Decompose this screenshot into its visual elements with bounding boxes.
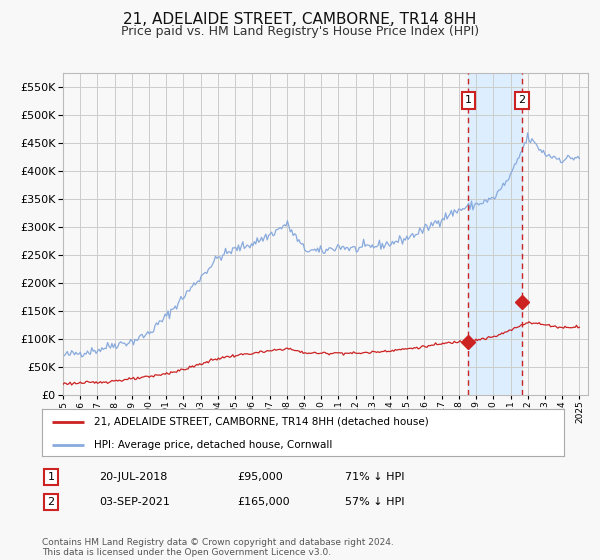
Text: £95,000: £95,000: [237, 472, 283, 482]
Text: £165,000: £165,000: [237, 497, 290, 507]
Text: HPI: Average price, detached house, Cornwall: HPI: Average price, detached house, Corn…: [94, 440, 332, 450]
Text: 57% ↓ HPI: 57% ↓ HPI: [345, 497, 404, 507]
Text: 2: 2: [47, 497, 55, 507]
Text: 20-JUL-2018: 20-JUL-2018: [99, 472, 167, 482]
Text: 2: 2: [518, 95, 526, 105]
Text: 1: 1: [47, 472, 55, 482]
Text: 21, ADELAIDE STREET, CAMBORNE, TR14 8HH: 21, ADELAIDE STREET, CAMBORNE, TR14 8HH: [124, 12, 476, 27]
Text: 03-SEP-2021: 03-SEP-2021: [99, 497, 170, 507]
Text: 21, ADELAIDE STREET, CAMBORNE, TR14 8HH (detached house): 21, ADELAIDE STREET, CAMBORNE, TR14 8HH …: [94, 417, 429, 427]
Bar: [469, 73, 522, 395]
Text: Price paid vs. HM Land Registry's House Price Index (HPI): Price paid vs. HM Land Registry's House …: [121, 25, 479, 38]
Text: Contains HM Land Registry data © Crown copyright and database right 2024.
This d: Contains HM Land Registry data © Crown c…: [42, 538, 394, 557]
Text: 71% ↓ HPI: 71% ↓ HPI: [345, 472, 404, 482]
Text: 1: 1: [465, 95, 472, 105]
